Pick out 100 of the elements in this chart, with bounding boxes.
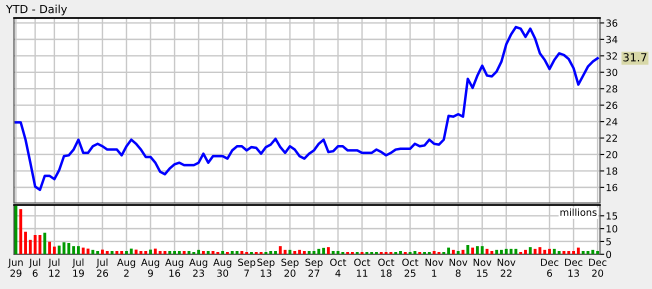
bar [197,250,200,254]
bar [188,250,190,254]
annotation: millions [560,208,597,216]
bar [125,250,128,254]
bar [524,250,527,254]
x-tick-label: Oct 11 [354,258,370,277]
bar [48,242,52,254]
bar [447,248,450,254]
bar [221,250,224,254]
bar [110,250,114,254]
bar [500,250,503,254]
bar [452,250,455,254]
x-tick-label: Jul 12 [48,258,60,277]
bar [288,250,292,254]
bar [52,246,56,254]
y-tick-label: 36 [606,19,618,27]
bar [58,246,61,254]
x-tick-label: Aug 2 [117,258,136,277]
y-tick-label: 20 [606,150,618,158]
bar [308,250,311,254]
bar [322,248,326,254]
bar [456,250,460,254]
bar [572,250,575,254]
y-tick-label: 15 [606,212,618,220]
bar [274,250,277,254]
y-tick-label: 30 [606,68,618,76]
y-tick-label: 34 [606,36,618,44]
x-tick-label: Jul 26 [96,258,108,277]
bar [173,250,176,254]
bar [312,250,316,254]
x-tick-label: Aug 16 [165,258,184,277]
bar [596,250,600,254]
x-tick-label: Aug 9 [141,258,160,277]
y-tick-label: 5 [606,238,611,246]
x-tick-label: Jul 6 [28,258,40,277]
bar [336,250,340,254]
bar [538,247,542,254]
bar [298,250,301,254]
bar [302,250,306,254]
x-tick-label: Dec 20 [589,258,606,277]
bar [413,250,416,254]
y-tick-label: 26 [606,102,618,109]
x-tick-label: Oct 4 [330,258,346,277]
bar [236,250,238,254]
bar [471,248,474,254]
bar [486,248,488,254]
bar [182,250,186,254]
x-tick-label: Dec 13 [565,258,582,277]
bar [582,250,585,254]
bar [562,250,566,254]
bar [576,248,580,254]
bar [548,248,551,254]
bar [586,250,590,254]
bar [24,232,27,254]
bar [490,250,494,254]
y-tick-label: 32 [606,52,617,60]
bar [495,250,498,254]
bar [326,247,330,254]
x-tick-label: Dec 6 [541,258,558,277]
x-tick-label: Sep 7 [238,258,256,277]
bar [72,246,76,254]
y-tick-label: 0 [606,250,612,258]
line-series [14,26,599,192]
y-tick-label: 22 [606,134,617,142]
x-tick-label: Oct 18 [378,258,394,277]
y-tick-label: 24 [606,118,618,126]
x-tick-label: Aug 23 [189,258,208,277]
x-tick-label: Nov 15 [474,258,492,277]
x-tick-label: Jul 19 [72,258,84,277]
bar [62,242,66,254]
bar [202,250,205,254]
x-tick-label: Aug 30 [213,258,232,277]
bar [164,250,166,254]
bar [462,250,464,254]
bar [178,250,181,254]
bar [139,250,142,254]
bar [134,250,138,254]
x-tick-label: Nov 1 [426,258,444,277]
y-tick-label: 28 [606,85,618,93]
bar [476,246,479,254]
y-tick-label: 16 [606,184,618,192]
chart-title: YTD - Daily [6,4,67,16]
bar [534,248,537,254]
annotation: 31.7 [623,53,646,62]
bar [38,235,42,254]
bar [101,250,104,254]
bar [76,246,80,254]
bar [432,250,436,254]
x-tick-label: Sep 20 [281,258,299,277]
bar [212,250,214,254]
y-tick-label: 10 [606,225,618,232]
bar [86,248,90,254]
bar [149,250,152,254]
y-tick-label: 18 [606,167,618,175]
bar [514,248,518,254]
bar [399,250,402,254]
x-tick-label: Jun 29 [8,258,23,277]
x-tick-label: Nov 22 [498,258,516,277]
bar [510,248,513,254]
x-tick-label: Sep 27 [305,258,323,277]
